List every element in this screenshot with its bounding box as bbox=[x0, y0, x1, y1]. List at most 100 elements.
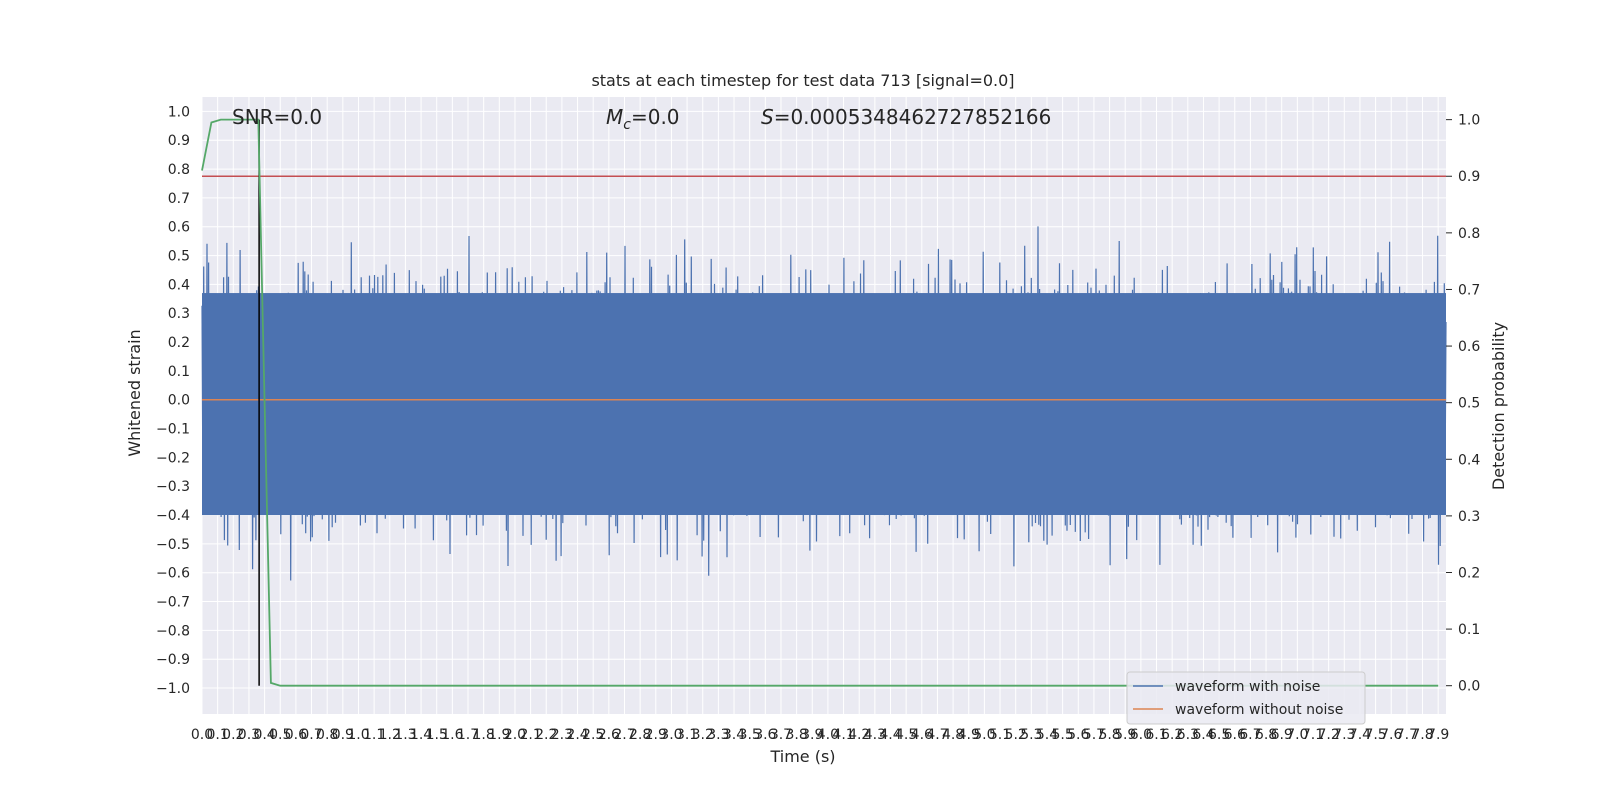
x-tick-label: 1.1 bbox=[363, 727, 385, 743]
legend-box bbox=[1126, 671, 1366, 725]
left-y-tick-label: 0.2 bbox=[168, 335, 190, 351]
x-tick-label: 3.9 bbox=[801, 727, 823, 743]
x-tick-label: 7.0 bbox=[1286, 727, 1308, 743]
detection-probability-line bbox=[201, 118, 1439, 687]
left-y-tick-label: −0.9 bbox=[156, 652, 190, 668]
right-y-tick-label: 0.8 bbox=[1458, 226, 1480, 242]
left-y-tick-label: 0.8 bbox=[168, 162, 190, 178]
s-value: =0.0005348462727852166 bbox=[774, 105, 1052, 129]
x-tick-label: 0.2 bbox=[222, 727, 244, 743]
x-tick-label: 2.7 bbox=[613, 727, 635, 743]
left-y-tick-label: 0.3 bbox=[168, 306, 190, 322]
waveform-with-noise-dense-band bbox=[202, 293, 1446, 516]
y-axis-label-right: Detection probability bbox=[1489, 322, 1508, 490]
x-tick-label: 2.1 bbox=[519, 727, 541, 743]
x-tick-label: 3.1 bbox=[676, 727, 698, 743]
x-tick-label: 2.9 bbox=[645, 727, 667, 743]
x-tick-label: 1.8 bbox=[473, 727, 495, 743]
right-y-tick-label: 0.1 bbox=[1458, 622, 1480, 638]
x-tick-label: 4.6 bbox=[911, 727, 933, 743]
x-tick-label: 3.6 bbox=[754, 727, 776, 743]
right-y-tick-label: 0.6 bbox=[1458, 339, 1480, 355]
x-tick-label: 7.4 bbox=[1349, 727, 1371, 743]
right-y-tick-label: 0.3 bbox=[1458, 509, 1480, 525]
x-tick-label: 2.3 bbox=[551, 727, 573, 743]
x-tick-label: 0.3 bbox=[238, 727, 260, 743]
left-y-tick-label: −0.7 bbox=[156, 595, 190, 611]
chirp-mass-subscript: c bbox=[623, 117, 631, 133]
x-tick-label: 0.5 bbox=[269, 727, 291, 743]
x-tick-label: 0.7 bbox=[300, 727, 322, 743]
x-tick-label: 5.1 bbox=[989, 727, 1011, 743]
left-y-tick-label: −1.0 bbox=[156, 681, 190, 697]
right-y-tick-label: 0.7 bbox=[1458, 282, 1480, 298]
left-y-tick-label: 0.5 bbox=[168, 249, 190, 265]
left-y-tick-label: 0.0 bbox=[168, 393, 190, 409]
x-tick-label: 5.3 bbox=[1020, 727, 1042, 743]
x-axis-ticks: 0.00.10.20.30.40.50.60.70.80.91.01.11.21… bbox=[191, 727, 1449, 743]
x-tick-label: 2.6 bbox=[598, 727, 620, 743]
x-tick-label: 1.7 bbox=[457, 727, 479, 743]
x-tick-label: 4.8 bbox=[942, 727, 964, 743]
legend: waveform with noise waveform without noi… bbox=[1126, 671, 1366, 725]
right-y-tick-label: 1.0 bbox=[1458, 113, 1480, 129]
x-tick-label: 4.1 bbox=[832, 727, 854, 743]
x-tick-label: 4.2 bbox=[848, 727, 870, 743]
x-tick-label: 1.5 bbox=[426, 727, 448, 743]
right-y-tick-label: 0.0 bbox=[1458, 679, 1480, 695]
x-tick-label: 0.0 bbox=[191, 727, 213, 743]
x-tick-label: 2.2 bbox=[535, 727, 557, 743]
x-tick-label: 6.8 bbox=[1255, 727, 1277, 743]
x-tick-label: 0.6 bbox=[285, 727, 307, 743]
chirp-mass-annotation: Mc=0.0 bbox=[606, 105, 680, 133]
x-tick-label: 7.5 bbox=[1364, 727, 1386, 743]
x-tick-label: 6.0 bbox=[1130, 727, 1152, 743]
left-y-tick-label: 0.4 bbox=[168, 277, 190, 293]
left-y-tick-label: −0.6 bbox=[156, 566, 190, 582]
x-tick-label: 5.0 bbox=[973, 727, 995, 743]
right-y-axis-ticks: 1.0 0.9 0.8 0.7 0.6 0.5 0.4 0.3 0.2 0.1 0.0 bbox=[1446, 113, 1480, 695]
left-y-tick-label: −0.8 bbox=[156, 623, 190, 639]
left-y-tick-label: 0.9 bbox=[168, 133, 190, 149]
x-tick-label: 5.9 bbox=[1114, 727, 1136, 743]
x-tick-label: 6.1 bbox=[1145, 727, 1167, 743]
snr-annotation: SNR=0.0 bbox=[232, 105, 322, 129]
right-y-tick-label: 0.9 bbox=[1458, 169, 1480, 185]
x-tick-label: 7.8 bbox=[1411, 727, 1433, 743]
chirp-mass-value: =0.0 bbox=[631, 105, 680, 129]
x-tick-label: 7.2 bbox=[1318, 727, 1340, 743]
x-tick-label: 6.3 bbox=[1177, 727, 1199, 743]
x-tick-label: 2.0 bbox=[504, 727, 526, 743]
left-y-axis-ticks: 1.0 0.9 0.8 0.7 0.6 0.5 0.4 0.3 0.2 0.1 0.0 −0.1 −0.… bbox=[156, 104, 190, 697]
x-tick-label: 7.3 bbox=[1333, 727, 1355, 743]
left-y-tick-label: −0.2 bbox=[156, 450, 190, 466]
legend-label-without-noise: waveform without noise bbox=[1175, 702, 1343, 718]
x-tick-label: 5.8 bbox=[1098, 727, 1120, 743]
s-annotation: S=0.0005348462727852166 bbox=[761, 105, 1051, 129]
x-tick-label: 5.7 bbox=[1083, 727, 1105, 743]
x-tick-label: 4.4 bbox=[879, 727, 901, 743]
x-tick-label: 4.3 bbox=[864, 727, 886, 743]
right-y-tick-label: 0.4 bbox=[1458, 452, 1480, 468]
x-tick-label: 3.0 bbox=[660, 727, 682, 743]
x-tick-label: 5.6 bbox=[1067, 727, 1089, 743]
x-tick-label: 6.2 bbox=[1161, 727, 1183, 743]
left-y-tick-label: 0.1 bbox=[168, 364, 190, 380]
x-tick-label: 1.3 bbox=[394, 727, 416, 743]
x-tick-label: 1.2 bbox=[379, 727, 401, 743]
x-tick-label: 1.4 bbox=[410, 727, 432, 743]
right-y-tick-label: 0.5 bbox=[1458, 396, 1480, 412]
s-symbol: S bbox=[761, 105, 774, 129]
waveform-with-noise-series bbox=[201, 226, 1447, 581]
x-tick-label: 2.4 bbox=[566, 727, 588, 743]
x-tick-label: 4.7 bbox=[926, 727, 948, 743]
x-tick-label: 5.2 bbox=[1005, 727, 1027, 743]
x-tick-label: 6.5 bbox=[1208, 727, 1230, 743]
x-tick-label: 3.8 bbox=[785, 727, 807, 743]
x-tick-label: 4.5 bbox=[895, 727, 917, 743]
x-tick-label: 0.4 bbox=[253, 727, 275, 743]
y-axis-label-left: Whitened strain bbox=[125, 329, 144, 456]
x-tick-label: 4.9 bbox=[958, 727, 980, 743]
left-y-tick-label: 0.7 bbox=[168, 191, 190, 207]
left-y-tick-label: −0.3 bbox=[156, 479, 190, 495]
